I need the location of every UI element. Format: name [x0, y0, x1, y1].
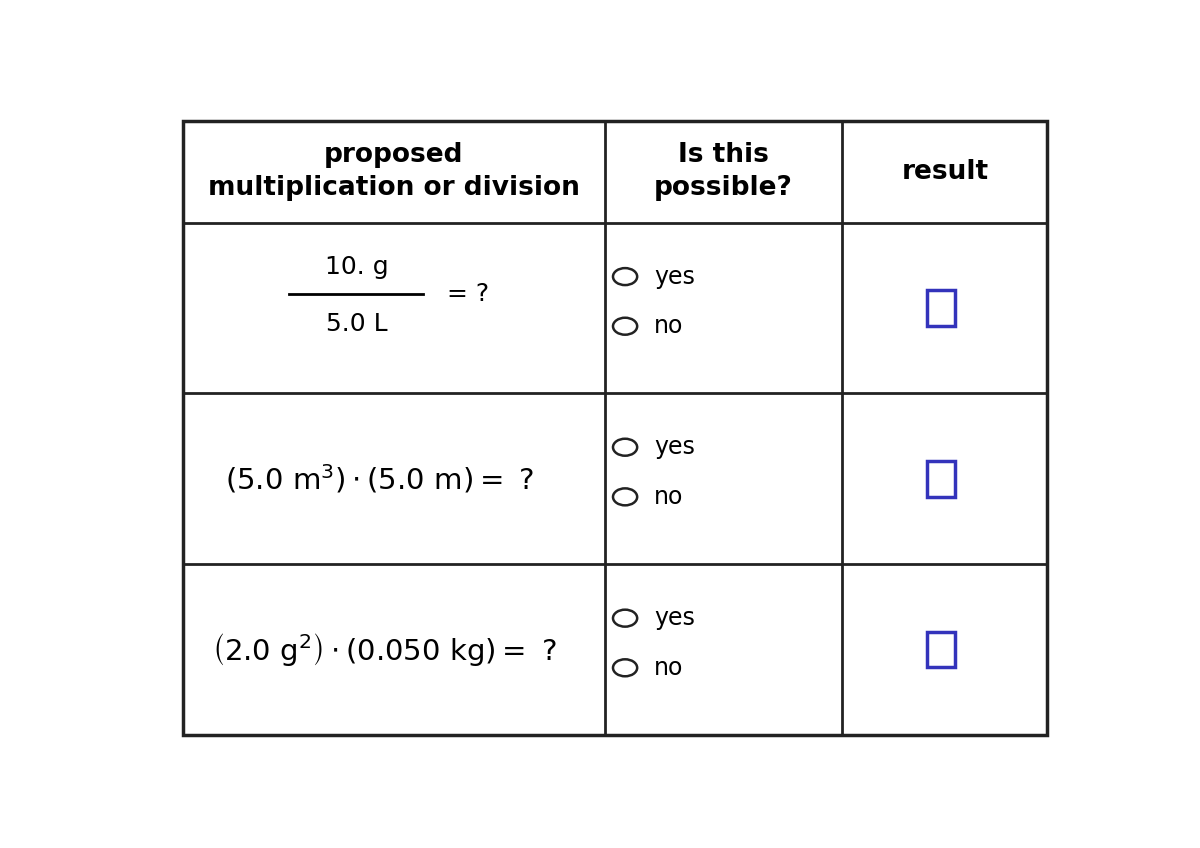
Text: no: no	[654, 315, 683, 338]
Text: no: no	[654, 485, 683, 509]
Text: $\left(2.0\ \mathregular{g}^2\right)\cdot\left(0.050\ \mathregular{kg}\right)=\ : $\left(2.0\ \mathregular{g}^2\right)\cdo…	[212, 631, 557, 668]
Text: proposed
multiplication or division: proposed multiplication or division	[208, 142, 580, 202]
Text: 5.0 L: 5.0 L	[325, 312, 388, 337]
Text: yes: yes	[654, 606, 695, 630]
Text: result: result	[901, 159, 989, 185]
Text: $\left(5.0\ \mathregular{m}^3\right)\cdot\left(5.0\ \mathregular{m}\right)=\ ?$: $\left(5.0\ \mathregular{m}^3\right)\cdo…	[226, 462, 534, 495]
Text: 10. g: 10. g	[324, 255, 388, 280]
Text: Is this
possible?: Is this possible?	[654, 142, 793, 202]
Text: = ?: = ?	[446, 282, 488, 305]
Text: no: no	[654, 656, 683, 680]
Bar	[926, 460, 955, 497]
Bar	[926, 290, 955, 326]
Text: yes: yes	[654, 265, 695, 288]
Bar	[926, 632, 955, 667]
Text: yes: yes	[654, 435, 695, 460]
